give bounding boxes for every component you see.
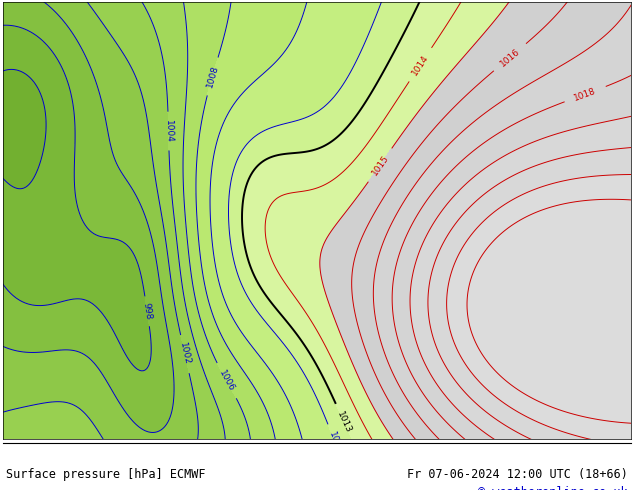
Text: 1006: 1006 (217, 368, 236, 393)
Text: 1002: 1002 (178, 342, 191, 366)
Text: 1008: 1008 (205, 64, 220, 89)
Text: 1019: 1019 (592, 481, 617, 490)
Text: Fr 07-06-2024 12:00 UTC (18+66): Fr 07-06-2024 12:00 UTC (18+66) (407, 468, 628, 481)
Text: 1018: 1018 (573, 86, 598, 102)
Text: © weatheronline.co.uk: © weatheronline.co.uk (478, 486, 628, 490)
Text: 1013: 1013 (335, 410, 353, 434)
Text: Surface pressure [hPa] ECMWF: Surface pressure [hPa] ECMWF (6, 468, 206, 481)
Text: 1012: 1012 (327, 430, 344, 455)
Text: 1016: 1016 (498, 47, 522, 68)
Text: 1014: 1014 (410, 52, 430, 76)
Text: 1004: 1004 (164, 120, 173, 143)
Text: 998: 998 (141, 302, 153, 320)
Text: 1015: 1015 (370, 153, 391, 177)
Text: 1010: 1010 (306, 484, 317, 490)
